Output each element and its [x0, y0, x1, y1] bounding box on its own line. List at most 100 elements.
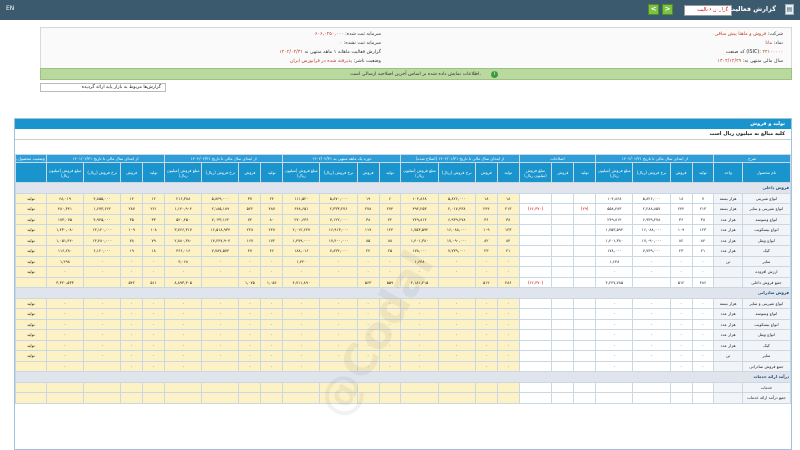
table-row: انواع شیرینی و سایر هزار بسته ۲۱۳ ۲۴۴ ۲,۲۸۸,… — [15, 203, 791, 215]
table-cell: خدمات — [741, 381, 791, 393]
table-cell: ۰ — [400, 266, 439, 278]
column-header: مبلغ فروش (میلیون ریال) — [45, 162, 85, 183]
table-cell: ۱۰۹ — [474, 224, 498, 236]
table-cell — [518, 392, 553, 404]
table-cell: ۱۸۸,۰۱۶ — [282, 245, 321, 257]
column-header: تولید — [691, 162, 715, 183]
table-row: سایر تن ۰ ۰ ۰ ۱,۶۴۸ ۰ ۰ ۰ ۱,۶۴۸ ۰ ۰ ۰ ۱,۴۲۰ ۰ ۰ ۰ ۳,۰۶۸ ۰ ۰… — [15, 255, 791, 267]
table-cell — [518, 318, 553, 330]
table-cell: ۱,۲۹۸ — [45, 255, 85, 267]
table-cell: ۰ — [632, 329, 671, 341]
table-cell — [518, 308, 553, 320]
related-reports-link[interactable]: گزارش‌ها مربوط به بازار پایه ارائه گردید… — [40, 83, 166, 92]
table-cell — [15, 392, 47, 404]
next-button[interactable]: > — [662, 4, 673, 15]
table-cell: ۰ — [282, 318, 321, 330]
clipboard-icon[interactable]: ▤ — [785, 4, 794, 15]
table-cell: ۶,۹۳۹,۲۷۸ — [632, 213, 671, 225]
table-cell — [551, 276, 575, 288]
table-cell: ۲۴۴ — [474, 203, 498, 215]
unregistered-capital-value: ۰ — [339, 41, 343, 46]
table-cell: ۱۶,۰۸۸,۰۰۰ — [632, 224, 671, 236]
top-bar: EN < > گزارش فعالیت گزارش فعالیت ماهانه … — [0, 0, 800, 20]
table-cell: ۱۷,۲۴۷,۹۰۴ — [201, 234, 240, 246]
table-cell: ۲,۲۸۸,۸۵۷ — [632, 203, 671, 215]
report-type-select[interactable]: گزارش فعالیت — [684, 5, 732, 16]
column-header: نرخ فروش (ریال) — [632, 162, 671, 183]
table-cell: ۱,۰۷۵ — [238, 276, 262, 288]
table-cell — [83, 392, 122, 404]
column-header: نرخ فروش (ریال) — [83, 162, 122, 183]
table-cell — [400, 381, 439, 393]
table-cell: تن — [713, 350, 743, 362]
table-cell: ۰ — [437, 308, 476, 320]
table-cell: ۰ — [83, 350, 122, 362]
table-cell: ۰ — [282, 360, 321, 372]
panel-title: تولید و فروش — [15, 119, 791, 129]
table-cell: ۱,۴۷۹,۰۰۰ — [282, 234, 321, 246]
table-cell: انواع شیرینی و سایر — [741, 297, 791, 309]
table-cell: ۴۸۰,۳۴۱ — [45, 203, 85, 215]
table-cell: ۰ — [238, 255, 262, 267]
table-cell: ۰ — [142, 318, 166, 330]
table-cell: ۱۲۴ — [378, 224, 402, 236]
section-header: فروش صادراتی — [15, 287, 791, 299]
table-cell: ۱۰۴,۸۶۸ — [400, 192, 439, 204]
table-cell: ۰ — [356, 329, 380, 341]
table-cell: ۲۳ — [474, 245, 498, 257]
table-cell: ۲۱۳ — [496, 203, 520, 215]
table-cell: ۶,۱۲۰,۰۰۰ — [83, 245, 122, 257]
table-cell: ۳۶ — [474, 213, 498, 225]
table-cell: ۰ — [120, 266, 144, 278]
table-cell: ۰ — [45, 318, 85, 330]
table-cell: ۰ — [378, 255, 402, 267]
table-cell: ۱۸ — [669, 192, 693, 204]
table-cell — [201, 360, 240, 372]
table-cell: تولید — [15, 308, 47, 320]
column-header: نرخ فروش (ریال) — [201, 162, 240, 183]
table-cell — [551, 245, 575, 257]
table-cell: ۵۶۳ — [356, 276, 380, 288]
production-sales-panel: تولید و فروش کلیه مبالغ به میلیون ریال ا… — [14, 118, 792, 450]
isic-value: ۲۲۱۰۰۰۰۰ — [762, 50, 783, 55]
table-cell: ۰ — [83, 308, 122, 320]
table-cell: ۱۰۹ — [669, 224, 693, 236]
table-cell — [632, 392, 671, 404]
table-cell — [142, 392, 166, 404]
table-cell: ۰ — [201, 350, 240, 362]
prev-button[interactable]: < — [648, 4, 659, 15]
table-cell: کیک — [741, 339, 791, 351]
language-toggle[interactable]: EN — [6, 5, 15, 12]
column-header: تولید — [142, 162, 166, 183]
table-cell: ۰ — [260, 266, 284, 278]
table-cell: هزار عدد — [713, 245, 743, 257]
table-cell — [573, 213, 597, 225]
table-cell: ۰ — [142, 266, 166, 278]
table-cell: تولید — [15, 245, 47, 257]
table-row: کیک هزار عدد ۲۱ ۲۳ ۷,۷۳۹,۰۰۰ ۱۷۸,۰۰۰ ۲۱ ۲۳ ۷,۷۳۹… — [15, 245, 791, 257]
table-cell: انواع بیسکویت — [741, 224, 791, 236]
table-cell: ۱,۴۲۰ — [282, 255, 321, 267]
table-row: انواع بیسکویت هزار عدد ۰ ۰ ۰ ۰ ۰ ۰ ۰ ۰ ۰ ۰ ۰ ۰ ۰ ۰ ۰ ۰ ۰ ۰ ۰… — [15, 318, 791, 330]
table-cell: ۱,۰۵۱,۴۴۰ — [45, 234, 85, 246]
table-cell — [551, 318, 575, 330]
table-cell: ۰ — [120, 255, 144, 267]
table-cell: ۷,۱۲۲,۰۰۰ — [319, 213, 358, 225]
table-cell: ۱۰۹ — [120, 224, 144, 236]
table-cell: ۰ — [260, 329, 284, 341]
table-cell: ۰ — [437, 297, 476, 309]
production-sales-table: شرح از ابتدای سال مالی تا تاریخ ۱۴۰۲/۰۱/۳… — [15, 154, 791, 404]
table-cell: ۰ — [260, 297, 284, 309]
table-cell: ۳۶۶,۰۱۶ — [164, 245, 203, 257]
table-cell: ۰ — [45, 266, 85, 278]
table-cell: ۰ — [632, 318, 671, 330]
table-cell: ۸۰ — [260, 213, 284, 225]
table-cell: ۱۷,۴۰۰,۰۰۰ — [319, 234, 358, 246]
table-cell: ۰ — [164, 297, 203, 309]
table-cell: ۰ — [201, 266, 240, 278]
table-cell: ۲۱۳ — [691, 203, 715, 215]
table-cell: انواع بیسکویت — [741, 318, 791, 330]
table-cell: ۵,۸۷۰,۰۰۰ — [319, 192, 358, 204]
table-cell: ۰ — [400, 339, 439, 351]
data-table-wrapper[interactable]: شرح از ابتدای سال مالی تا تاریخ ۱۴۰۲/۰۱/۳… — [15, 154, 791, 450]
